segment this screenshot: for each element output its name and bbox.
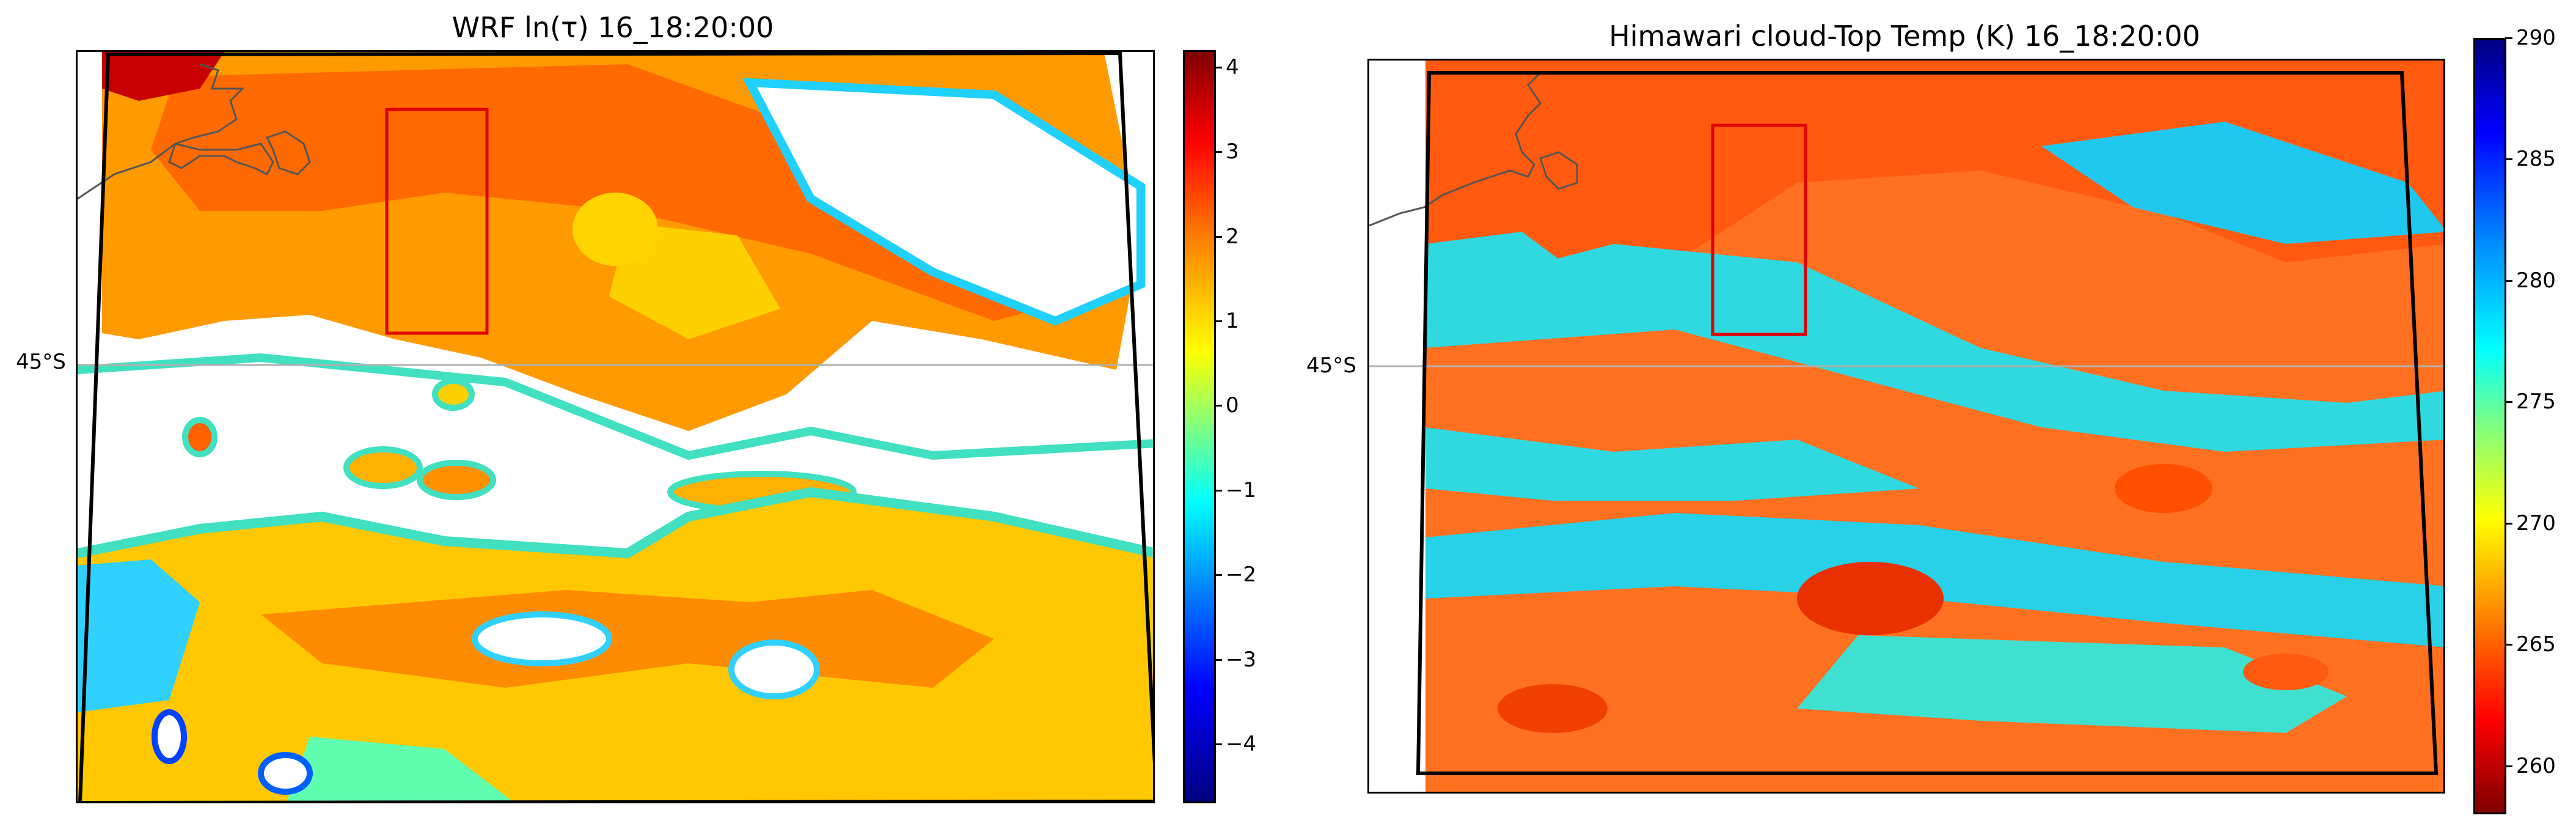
right-cloud-field	[1425, 61, 2443, 792]
left-cloud-patch-2	[417, 460, 496, 500]
left-cloud-core	[573, 193, 658, 266]
right-warm-band-2	[1425, 513, 2443, 647]
right-warm-band-1	[1425, 244, 2443, 452]
right-cold-patch-4	[2243, 654, 2329, 690]
left-cloud-upper-bright	[609, 223, 780, 339]
colorbar-tick-label: −1	[1226, 477, 1257, 503]
right-map-svg	[1369, 61, 2443, 792]
left-cloud-lower-rim	[78, 487, 1153, 559]
colorbar-tick-mark	[2505, 522, 2512, 525]
colorbar-tick-mark	[1215, 235, 1222, 238]
colorbar-tick-mark	[2505, 765, 2512, 767]
left-thin-cloud-bottom-left	[78, 559, 200, 712]
left-cloud-dark-top	[102, 52, 224, 101]
colorbar-tick-mark	[1215, 489, 1222, 492]
colorbar-tick-label: 275	[2516, 389, 2556, 415]
left-hole-1	[472, 611, 612, 666]
colorbar-tick-label: 260	[2516, 753, 2556, 778]
colorbar-tick-mark	[2505, 158, 2512, 161]
colorbar-tick-mark	[2505, 401, 2512, 403]
colorbar-tick-label: 1	[1226, 308, 1239, 333]
left-coastline-2	[265, 130, 311, 175]
right-warm-band-4	[1425, 427, 1919, 501]
left-cloud-patch-4	[182, 417, 218, 457]
colorbar-tick-label: 0	[1226, 393, 1239, 418]
colorbar-tick-mark	[2505, 37, 2512, 39]
colorbar-tick-mark	[2505, 279, 2512, 282]
left-colorbar	[1183, 50, 1216, 803]
left-map	[76, 50, 1155, 803]
left-cloud-gap-upper-right-rim	[742, 78, 1145, 326]
colorbar-tick-label: 2	[1226, 224, 1239, 249]
left-panel-title: WRF ln(τ) 16_18:20:00	[452, 11, 774, 44]
colorbar-tick-label: 265	[2516, 632, 2556, 657]
colorbar-tick-mark	[1215, 66, 1222, 68]
left-gap-middle	[78, 358, 1153, 553]
colorbar-tick-mark	[1215, 658, 1222, 661]
left-cloud-patch-1	[343, 446, 423, 489]
left-cloud-patch-5	[432, 378, 475, 411]
right-warm-left-patch	[1425, 232, 1571, 305]
colorbar-tick-label: −2	[1226, 562, 1257, 588]
colorbar-tick-label: −3	[1226, 647, 1257, 672]
colorbar-tick-label: −4	[1226, 732, 1257, 757]
right-coastline	[1369, 72, 1542, 227]
colorbar-tick-mark	[1215, 574, 1222, 577]
right-cold-patch-1	[1797, 562, 1944, 635]
left-hole-3	[258, 752, 313, 795]
right-cold-patch-2	[1498, 684, 1608, 733]
left-map-svg	[78, 52, 1153, 801]
left-gap-middle-rim	[78, 353, 1153, 460]
right-coastline-2	[1539, 151, 1578, 190]
colorbar-tick-mark	[2505, 644, 2512, 646]
colorbar-tick-label: 270	[2516, 510, 2556, 536]
right-cold-patch-3	[2115, 464, 2212, 513]
colorbar-tick-mark	[1215, 320, 1222, 322]
left-highlight-box	[385, 108, 489, 335]
left-domain-outline	[78, 52, 1153, 801]
colorbar-tick-mark	[1215, 151, 1222, 153]
left-lat-label: 45°S	[16, 350, 66, 374]
right-colorbar	[2473, 38, 2506, 814]
left-thin-cloud-bottom	[287, 737, 513, 801]
left-cloud-field	[78, 52, 1153, 801]
left-cloud-upper-inner	[151, 64, 1086, 321]
colorbar-tick-label: 280	[2516, 268, 2556, 293]
right-domain-outline	[1416, 71, 2439, 775]
right-lat-label: 45°S	[1306, 353, 1356, 378]
colorbar-tick-mark	[1215, 405, 1222, 407]
right-highlight-box	[1711, 123, 1807, 336]
right-warm-top-right	[2041, 122, 2443, 244]
left-hole-2	[728, 639, 820, 699]
right-map	[1367, 59, 2445, 794]
right-panel-title: Himawari cloud-Top Temp (K) 16_18:20:00	[1609, 20, 2200, 53]
left-hole-4	[152, 709, 187, 764]
right-warm-band-3	[1797, 635, 2347, 733]
colorbar-tick-label: 4	[1226, 54, 1239, 79]
colorbar-tick-mark	[1215, 743, 1222, 746]
colorbar-tick-label: 290	[2516, 26, 2556, 50]
left-coastline	[78, 63, 274, 200]
left-cloud-gap-upper-right	[750, 83, 1141, 321]
colorbar-tick-label: 285	[2516, 147, 2556, 172]
colorbar-tick-label: 3	[1226, 139, 1239, 164]
